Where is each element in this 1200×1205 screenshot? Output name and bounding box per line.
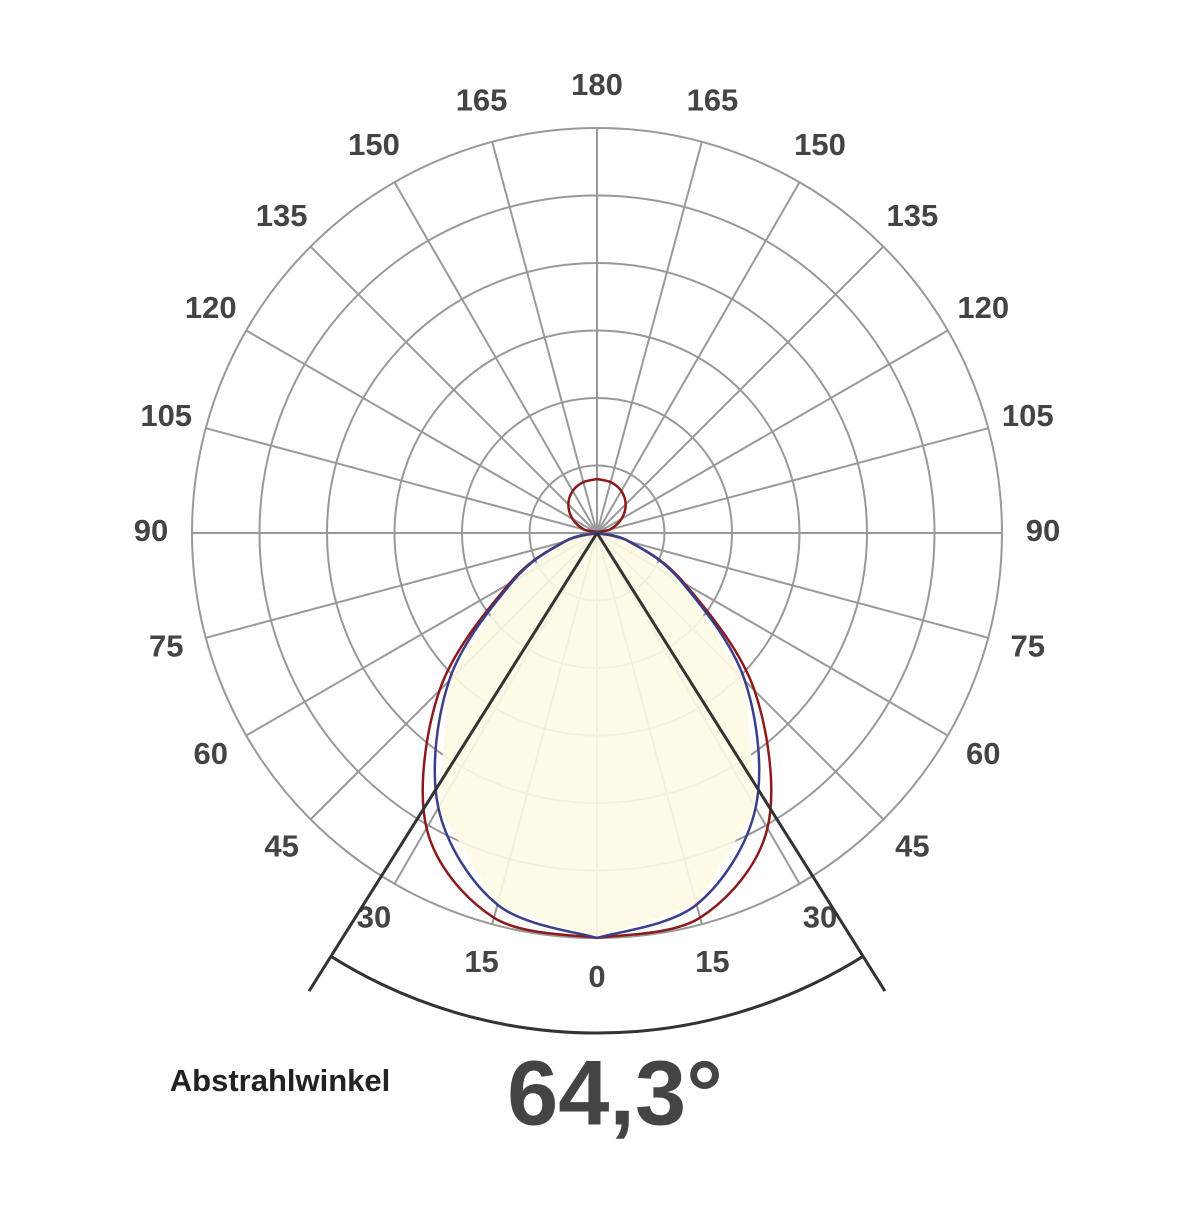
angle-tick-label: 75 [149, 629, 183, 664]
distribution-curve [433, 531, 601, 940]
grid-spoke [596, 532, 989, 639]
angle-tick-label: 45 [895, 829, 929, 864]
grid-spoke [596, 329, 949, 534]
grid-spoke [491, 141, 598, 534]
grid-spoke [309, 245, 598, 534]
grid-spoke [596, 245, 885, 534]
beam-line [595, 532, 887, 992]
angle-tick-label: 180 [571, 67, 623, 102]
angle-tick-label: 0 [588, 959, 605, 994]
grid-spoke [245, 329, 598, 534]
angle-tick-label: 90 [1026, 513, 1060, 548]
beam-line [307, 532, 599, 992]
angle-tick-label: 105 [1002, 398, 1054, 433]
angle-tick-label: 105 [140, 398, 192, 433]
angle-tick-label: 15 [464, 944, 498, 979]
beam-angle-value: 64,3° [507, 1042, 723, 1144]
angle-tick-label: 150 [348, 127, 400, 162]
grid-spoke [205, 427, 598, 534]
grid-spoke [596, 181, 801, 534]
angle-tick-label: 120 [957, 290, 1009, 325]
grid-spoke [393, 181, 598, 534]
grid-spoke [596, 141, 703, 534]
angle-tick-label: 120 [185, 290, 237, 325]
angle-tick-label: 60 [966, 736, 1000, 771]
angle-tick-label: 90 [134, 513, 168, 548]
grid-spoke [596, 427, 989, 534]
angle-tick-label: 15 [695, 944, 729, 979]
angle-tick-label: 135 [887, 198, 939, 233]
grid-spoke [205, 532, 598, 639]
angle-tick-label: 150 [794, 127, 846, 162]
beam-arc [330, 955, 864, 1035]
angle-tick-label: 60 [194, 736, 228, 771]
angle-tick-label: 45 [264, 829, 298, 864]
beam-angle-title: Abstrahlwinkel [170, 1063, 391, 1098]
angle-tick-label: 75 [1011, 629, 1045, 664]
angle-tick-label: 165 [687, 82, 739, 117]
angle-tick-label: 135 [256, 198, 308, 233]
angle-tick-label: 165 [456, 82, 508, 117]
light-fill [438, 533, 756, 938]
